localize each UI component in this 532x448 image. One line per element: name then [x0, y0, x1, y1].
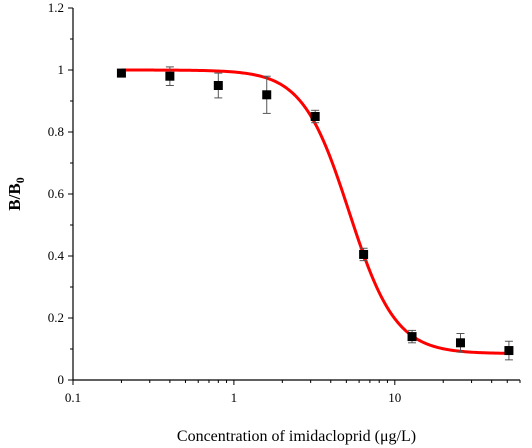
x-tick-label: 0.1 [65, 390, 81, 405]
x-ticks: 0.1 1 10 [65, 380, 521, 405]
data-point [262, 90, 272, 100]
y-tick-label: 0.8 [48, 124, 64, 139]
y-tick-label: 0 [58, 372, 65, 387]
y-axis-title: B/B0 [5, 177, 27, 210]
fitted-curve-layer [121, 68, 509, 355]
y-tick-label: 1 [58, 62, 65, 77]
data-points-layer [116, 66, 514, 361]
y-ticks: 0 0.2 0.4 0.6 0.8 1 1.2 [48, 0, 73, 387]
data-point [213, 81, 223, 90]
y-axis-title-subscript: 0 [13, 177, 27, 183]
y-tick-label: 0.4 [48, 248, 65, 263]
y-tick-label: 0.6 [48, 186, 65, 201]
x-axis-title: Concentration of imidacloprid (μg/L) [177, 428, 416, 445]
data-point [407, 332, 417, 342]
fitted-curve [121, 68, 509, 355]
x-tick-label: 1 [231, 390, 238, 405]
axes [72, 8, 520, 381]
data-point [504, 346, 514, 356]
data-point [165, 71, 175, 81]
x-tick-label: 10 [388, 390, 401, 405]
data-point [310, 112, 320, 121]
data-point [116, 68, 126, 78]
y-tick-label: 1.2 [48, 0, 64, 15]
data-point [455, 338, 465, 348]
y-axis-title-main: B/B [5, 183, 24, 210]
data-point [359, 249, 369, 259]
y-tick-label: 0.2 [48, 310, 64, 325]
